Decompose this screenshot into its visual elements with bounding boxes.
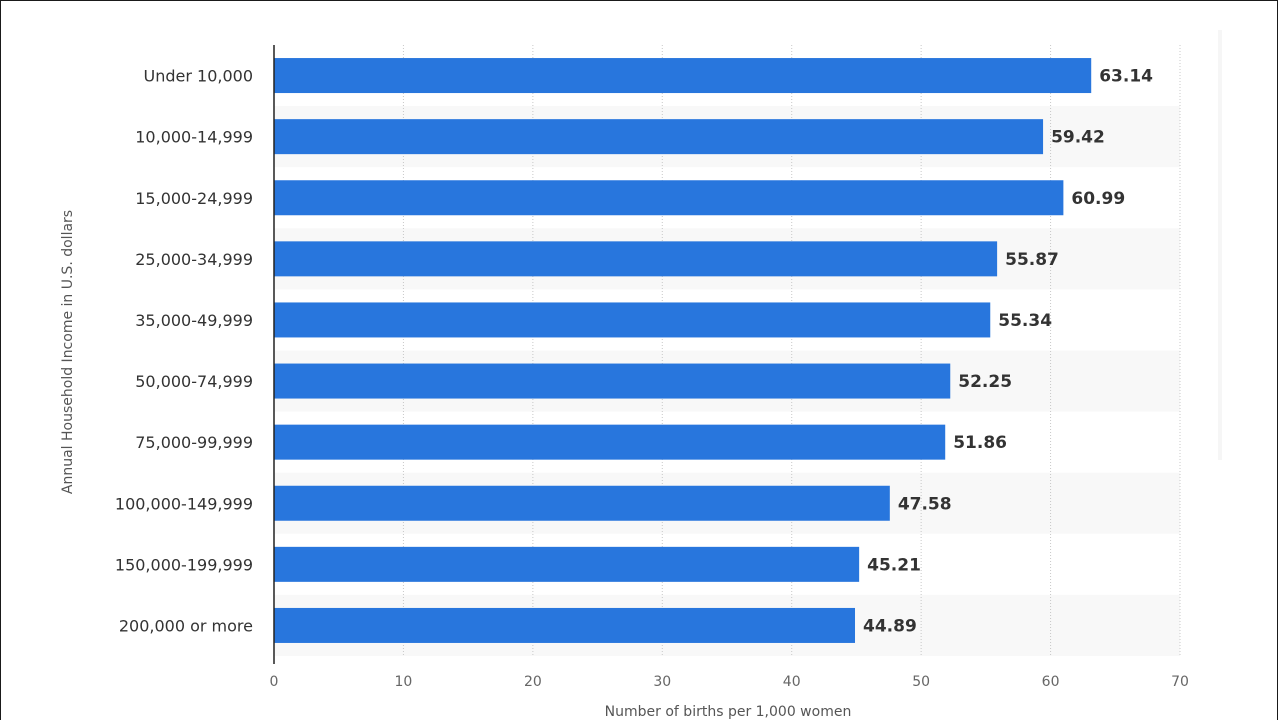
value-label: 47.58: [898, 494, 952, 514]
bar: [274, 424, 946, 460]
value-label: 45.21: [867, 555, 921, 575]
value-label: 55.34: [998, 311, 1052, 331]
bar: [274, 180, 1064, 216]
x-tick-label: 50: [912, 674, 930, 690]
bar: [274, 607, 856, 643]
category-label: 200,000 or more: [119, 616, 253, 635]
scrollbar-track: [1218, 30, 1222, 460]
bar: [274, 241, 998, 277]
x-tick-label: 0: [270, 674, 279, 690]
value-label: 51.86: [953, 433, 1007, 453]
x-tick-labels: 0 10 20 30 40 50 60 70: [270, 674, 1189, 690]
bar: [274, 485, 890, 521]
x-tick-label: 20: [524, 674, 542, 690]
bars: [274, 58, 1092, 643]
category-label: 150,000-199,999: [115, 555, 253, 574]
category-label: 15,000-24,999: [135, 189, 253, 208]
value-label: 63.14: [1099, 67, 1153, 87]
y-axis-title: Annual Household Income in U.S. dollars: [60, 210, 76, 494]
x-tick-label: 30: [653, 674, 671, 690]
value-labels: 63.14 59.42 60.99 55.87 55.34 52.25 51.86 47.58…: [863, 67, 1153, 637]
category-label: Under 10,000: [144, 67, 254, 86]
category-label: 100,000-149,999: [115, 494, 253, 513]
category-label: 75,000-99,999: [135, 433, 253, 452]
x-tick-label: 10: [395, 674, 413, 690]
value-label: 60.99: [1071, 189, 1125, 209]
value-label: 55.87: [1005, 250, 1059, 270]
x-tick-label: 40: [783, 674, 801, 690]
value-label: 59.42: [1051, 128, 1105, 148]
category-label: 35,000-49,999: [135, 311, 253, 330]
value-label: 52.25: [958, 372, 1012, 392]
bar: [274, 58, 1092, 94]
x-tick-label: 60: [1042, 674, 1060, 690]
x-axis-title: Number of births per 1,000 women: [605, 704, 852, 720]
bar: [274, 363, 951, 399]
bar: [274, 119, 1044, 155]
category-label: 10,000-14,999: [135, 128, 253, 147]
bar: [274, 546, 860, 582]
category-labels: Under 10,000 10,000-14,999 15,000-24,999 25…: [115, 67, 253, 636]
bar: [274, 302, 991, 338]
value-label: 44.89: [863, 616, 917, 636]
category-label: 25,000-34,999: [135, 250, 253, 269]
x-tick-label: 70: [1171, 674, 1189, 690]
category-label: 50,000-74,999: [135, 372, 253, 391]
